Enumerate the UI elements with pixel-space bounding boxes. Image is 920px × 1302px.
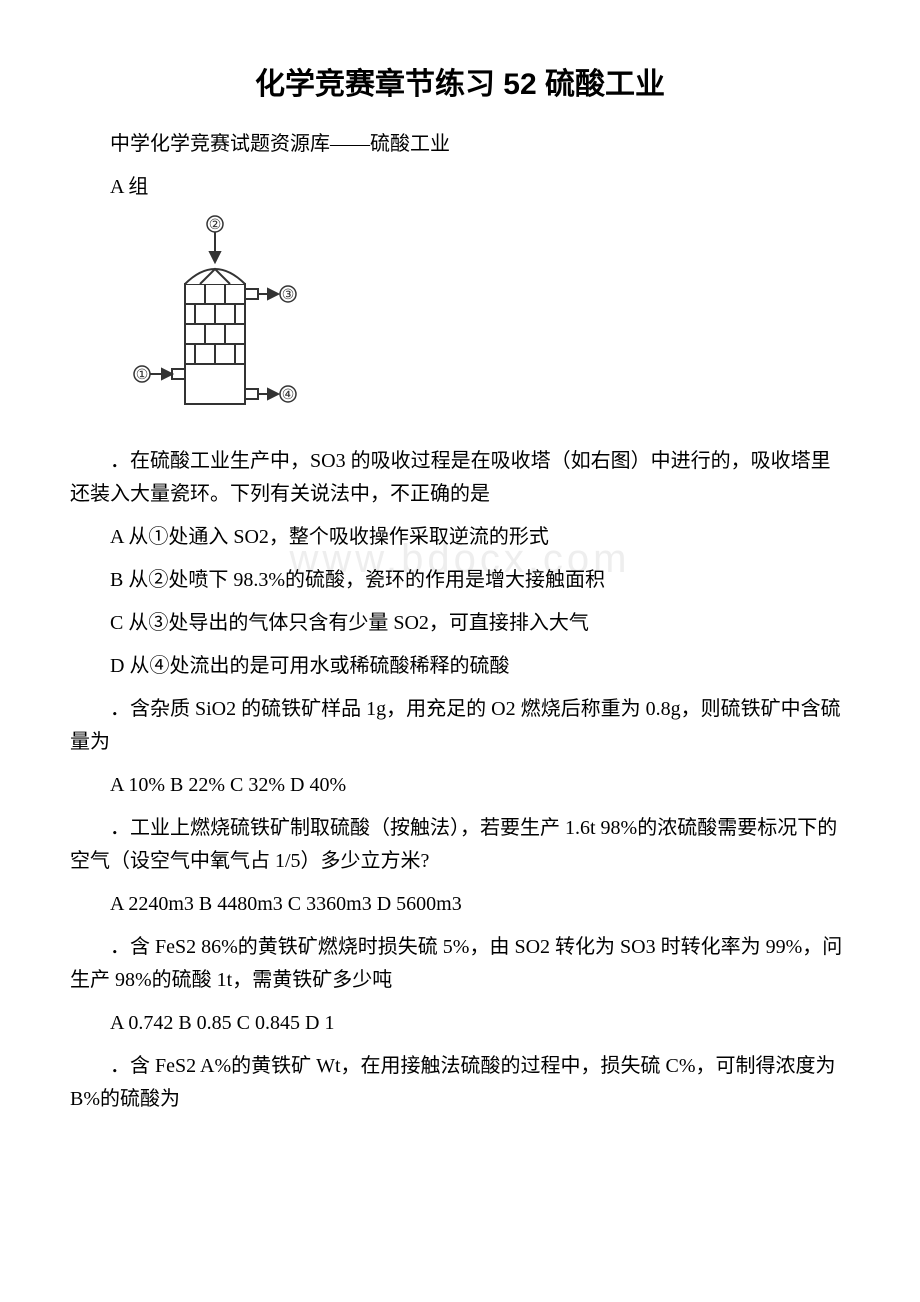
q5-stem: ．含 FeS2 A%的黄铁矿 Wt，在用接触法硫酸的过程中，损失硫 C%，可制得… <box>70 1050 850 1116</box>
diagram-label-2: ② <box>209 216 222 232</box>
q3-stem: ．工业上燃烧硫铁矿制取硫酸（按触法），若要生产 1.6t 98%的浓硫酸需要标况… <box>70 812 850 878</box>
q4-stem: ．含 FeS2 86%的黄铁矿燃烧时损失硫 5%，由 SO2 转化为 SO3 时… <box>70 931 850 997</box>
q1-option-b: B 从②处喷下 98.3%的硫酸，瓷环的作用是增大接触面积 <box>70 564 850 597</box>
subtitle: 中学化学竞赛试题资源库——硫酸工业 <box>70 128 850 161</box>
q2-options: A 10% B 22% C 32% D 40% <box>70 769 850 802</box>
q1-option-a: A 从①处通入 SO2，整个吸收操作采取逆流的形式 <box>70 521 850 554</box>
q1-stem: ．在硫酸工业生产中，SO3 的吸收过程是在吸收塔（如右图）中进行的，吸收塔里还装… <box>70 445 850 511</box>
absorption-tower-diagram: ② ① ③ ④ <box>130 214 850 435</box>
diagram-label-1: ① <box>136 366 149 382</box>
q2-stem: ．含杂质 SiO2 的硫铁矿样品 1g，用充足的 O2 燃烧后称重为 0.8g，… <box>70 693 850 759</box>
diagram-label-3: ③ <box>282 286 295 302</box>
page-title: 化学竞赛章节练习 52 硫酸工业 <box>70 60 850 110</box>
q3-options: A 2240m3 B 4480m3 C 3360m3 D 5600m3 <box>70 888 850 921</box>
group-label: A 组 <box>70 171 850 204</box>
q1-option-d: D 从④处流出的是可用水或稀硫酸稀释的硫酸 <box>70 650 850 683</box>
diagram-label-4: ④ <box>282 386 295 402</box>
q4-options: A 0.742 B 0.85 C 0.845 D 1 <box>70 1007 850 1040</box>
q1-option-c: C 从③处导出的气体只含有少量 SO2，可直接排入大气 <box>70 607 850 640</box>
